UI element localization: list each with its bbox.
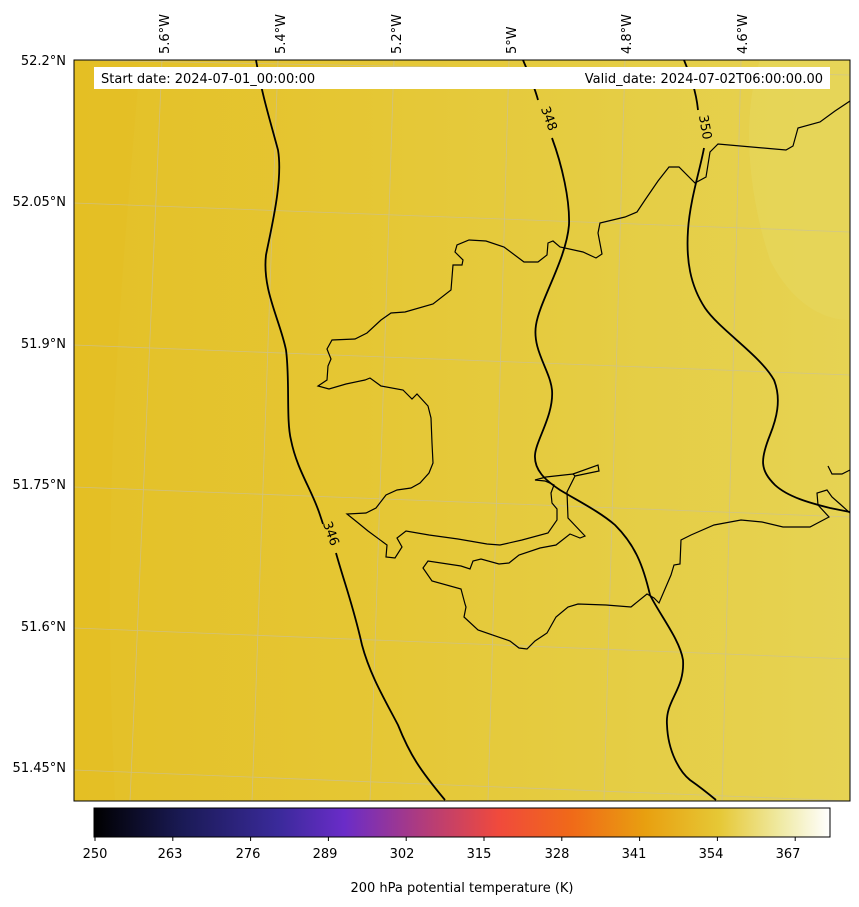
- lat-label-1: 52.2°N: [21, 54, 66, 69]
- longitude-labels: 5.6°W 5.4°W 5.2°W 5°W 4.8°W 4.6°W: [158, 14, 751, 54]
- lat-label-5: 51.6°N: [21, 620, 66, 635]
- colorbar-tick-341: 341: [622, 847, 647, 862]
- latitude-labels: 52.2°N 52.05°N 51.9°N 51.75°N 51.6°N 51.…: [13, 54, 66, 776]
- map-panel: 346 348 350 Start date: 2024-07-01_00:00…: [73, 59, 851, 802]
- lon-label-6: 4.6°W: [736, 14, 751, 54]
- colorbar-gradient: [93, 807, 831, 838]
- potential-temperature-field: [74, 60, 850, 801]
- colorbar-tick-250: 250: [83, 847, 108, 862]
- colorbar-tick-302: 302: [390, 847, 415, 862]
- colorbar-tick-328: 328: [545, 847, 570, 862]
- colorbar-tick-263: 263: [158, 847, 183, 862]
- lat-label-4: 51.75°N: [13, 478, 66, 493]
- lon-label-3: 5.2°W: [390, 14, 405, 54]
- colorbar-tick-289: 289: [313, 847, 338, 862]
- colorbar-tick-315: 315: [467, 847, 492, 862]
- start-date-text: Start date: 2024-07-01_00:00:00: [101, 72, 315, 87]
- lon-label-5: 4.8°W: [620, 14, 635, 54]
- lat-label-2: 52.05°N: [13, 195, 66, 210]
- lon-label-2: 5.4°W: [274, 14, 289, 54]
- colorbar-tick-354: 354: [699, 847, 724, 862]
- colorbar-tick-276: 276: [236, 847, 261, 862]
- colorbar-title: 200 hPa potential temperature (K): [350, 881, 573, 896]
- valid-date-text: Valid_date: 2024-07-02T06:00:00.00: [585, 72, 823, 87]
- lon-label-1: 5.6°W: [158, 14, 173, 54]
- colorbar-ticks: [94, 837, 796, 841]
- contour-346: [255, 60, 446, 801]
- colorbar: 250 263 276 289 302 315 328 341 354 367 …: [83, 807, 831, 896]
- lat-label-6: 51.45°N: [13, 761, 66, 776]
- lat-label-3: 51.9°N: [21, 337, 66, 352]
- map-border: [73, 59, 851, 802]
- coastline: [316, 100, 850, 650]
- lon-label-4: 5°W: [505, 26, 520, 54]
- colorbar-tick-367: 367: [776, 847, 801, 862]
- contour-label-350: 350: [695, 114, 714, 141]
- graticule: [74, 60, 850, 801]
- header-box: [94, 67, 830, 89]
